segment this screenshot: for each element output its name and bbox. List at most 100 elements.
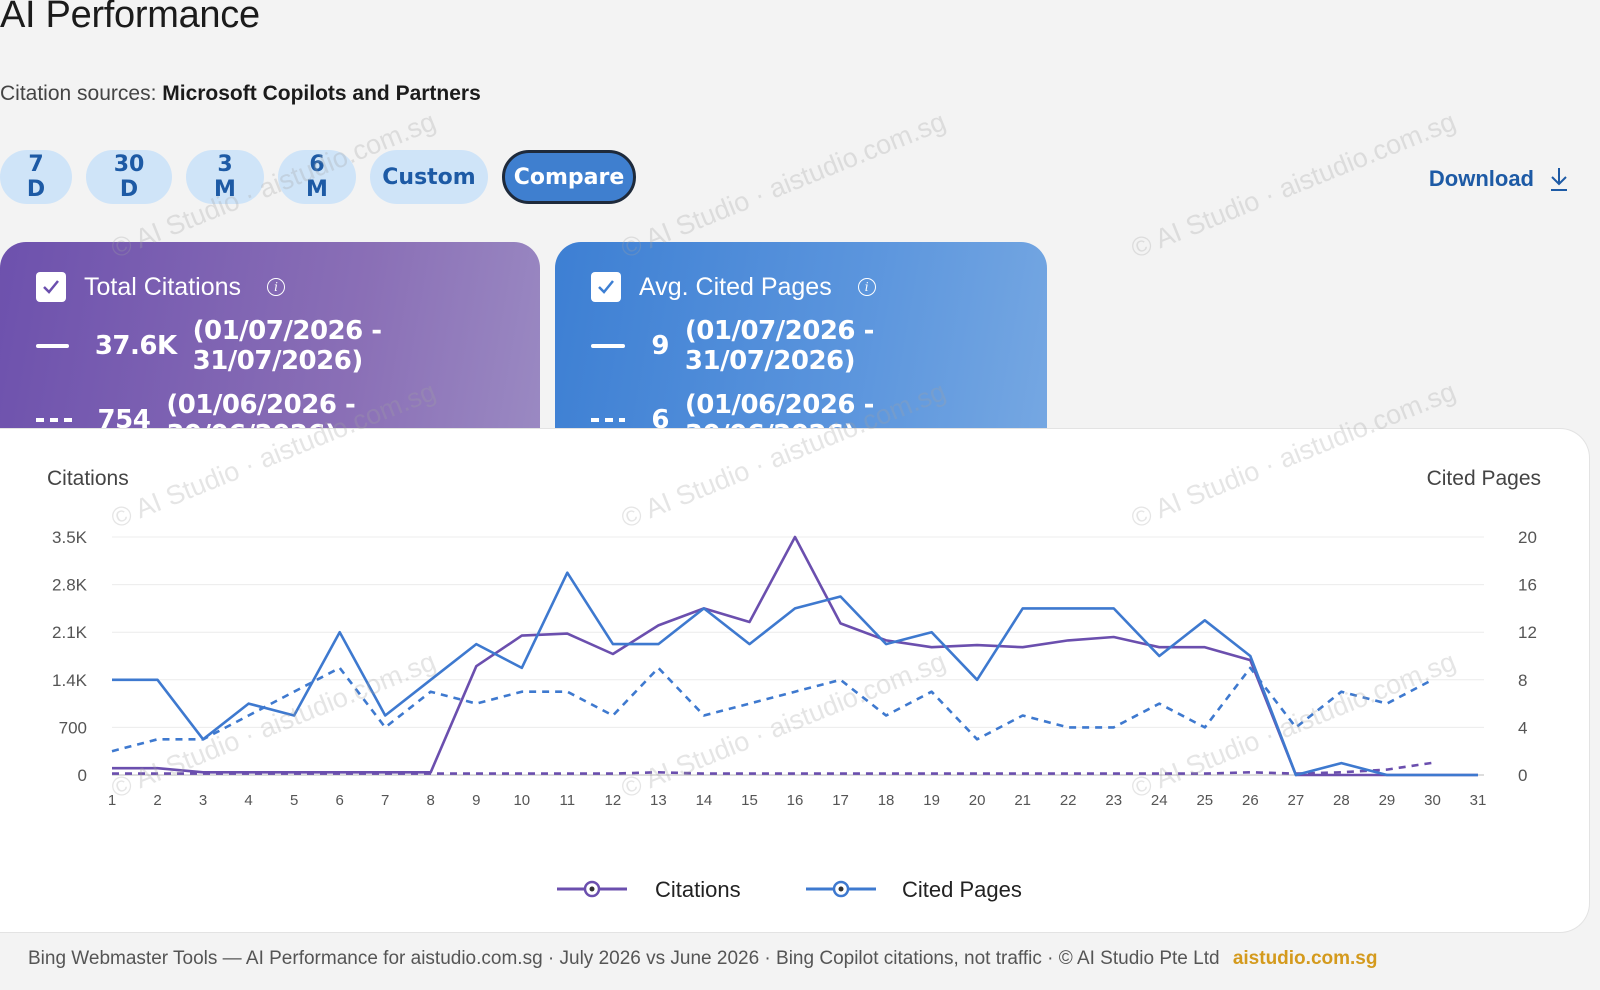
x-tick-label: 4 (244, 792, 252, 809)
right-tick-label: 16 (1518, 576, 1537, 595)
x-tick-label: 25 (1196, 792, 1213, 809)
series-line-citations (112, 535, 1478, 777)
info-icon[interactable]: i (857, 278, 876, 296)
watermark-text: © AI Studio · aistudio.com.sg (1126, 106, 1460, 264)
line-chart[interactable]: Citations Cited Pages 0 700 1.4K 2.1K 2.8K 3.… (0, 429, 1590, 934)
legend-marker-dot (589, 886, 595, 892)
x-tick-label: 31 (1470, 792, 1487, 809)
legend-item[interactable]: Cited Pages (806, 877, 1022, 902)
x-tick-label: 29 (1379, 792, 1396, 809)
solid-line-swatch (591, 344, 626, 348)
left-tick-label: 1.4K (52, 671, 88, 690)
total-citations-title: Total Citations (84, 272, 242, 301)
citation-sources-value: Microsoft Copilots and Partners (162, 82, 481, 105)
range-3m-button[interactable]: 3 M (186, 150, 264, 204)
series-line-cited-pages-previous (111, 666, 1434, 753)
x-tick-label: 20 (969, 792, 986, 809)
x-tick-label: 21 (1014, 792, 1031, 809)
x-tick-label: 24 (1151, 792, 1168, 809)
left-tick-label: 3.5K (52, 528, 88, 547)
x-tick-label: 27 (1288, 792, 1305, 809)
avg-cited-pages-current: 9 (01/07/2026 - 31/07/2026) (591, 316, 1017, 376)
legend-item[interactable]: Citations (557, 877, 741, 902)
total-citations-current: 37.6K (01/07/2026 - 31/07/2026) (36, 316, 510, 376)
download-icon (1551, 168, 1567, 191)
legend-label: Cited Pages (902, 877, 1022, 902)
series-line-cited-pages (112, 571, 1478, 777)
page-title: AI Performance (0, 0, 260, 36)
range-30d-button[interactable]: 30 D (86, 150, 172, 204)
x-tick-label: 19 (923, 792, 940, 809)
x-tick-label: 1 (108, 792, 116, 809)
right-axis-title: Cited Pages (1427, 467, 1541, 490)
citation-sources-label: Citation sources: (0, 82, 157, 105)
avg-cited-pages-title: Avg. Cited Pages (639, 272, 832, 301)
x-tick-label: 9 (472, 792, 480, 809)
x-tick-label: 18 (878, 792, 895, 809)
legend-label: Citations (655, 877, 741, 902)
range-compare-button[interactable]: Compare (502, 150, 636, 204)
download-label: Download (1428, 166, 1534, 191)
x-tick-label: 6 (335, 792, 343, 809)
range-7d-button[interactable]: 7 D (0, 150, 72, 204)
left-tick-label: 700 (59, 718, 87, 737)
footer-text: Bing Webmaster Tools — AI Performance fo… (28, 948, 1220, 969)
checkmark-icon (43, 280, 59, 294)
x-tick-label: 30 (1424, 792, 1441, 809)
range-custom-button[interactable]: Custom (370, 150, 488, 204)
left-axis-title: Citations (47, 467, 129, 490)
x-tick-label: 22 (1060, 792, 1077, 809)
current-range: (01/07/2026 - 31/07/2026) (684, 316, 874, 376)
dashed-line-swatch (591, 418, 626, 422)
avg-cited-pages-card[interactable]: Avg. Cited Pages i 9 (01/07/2026 - 31/07… (555, 242, 1047, 450)
x-tick-label: 28 (1333, 792, 1350, 809)
chart-legend: Citations Cited Pages (557, 877, 1022, 902)
left-tick-label: 0 (78, 766, 87, 785)
left-axis-ticks: 0 700 1.4K 2.1K 2.8K 3.5K (52, 528, 88, 785)
x-tick-label: 8 (427, 792, 435, 809)
dashed-line-swatch (36, 418, 72, 422)
avg-cited-pages-checkbox[interactable] (591, 272, 621, 302)
series-lines (111, 535, 1478, 777)
previous-value: 6 (651, 405, 669, 435)
x-tick-label: 2 (153, 792, 161, 809)
chart-grid (112, 536, 1484, 776)
x-tick-label: 14 (696, 792, 713, 809)
x-tick-label: 23 (1105, 792, 1122, 809)
date-range-selector: 7 D 30 D 3 M 6 M Custom Compare (0, 150, 636, 204)
right-tick-label: 8 (1518, 671, 1527, 690)
x-tick-label: 17 (832, 792, 849, 809)
current-value: 9 (651, 331, 669, 361)
solid-line-swatch (36, 344, 69, 348)
x-tick-label: 15 (741, 792, 758, 809)
x-axis-ticks: 1 2 3 4 5 6 7 8 9 10 11 12 13 14 15 16 17 18 19 20 21 22 23 24 2… (108, 792, 1487, 809)
x-tick-label: 12 (605, 792, 622, 809)
x-tick-label: 5 (290, 792, 298, 809)
right-axis-ticks: 0 4 8 12 16 20 (1518, 528, 1537, 785)
legend-marker-dot (838, 886, 844, 892)
current-value: 37.6K (94, 331, 177, 361)
citation-sources: Citation sources: Microsoft Copilots and… (0, 82, 481, 106)
range-6m-button[interactable]: 6 M (278, 150, 356, 204)
footer: Bing Webmaster Tools — AI Performance fo… (28, 948, 1377, 970)
x-tick-label: 26 (1242, 792, 1259, 809)
x-tick-label: 10 (513, 792, 530, 809)
x-tick-label: 16 (787, 792, 804, 809)
x-tick-label: 11 (560, 792, 576, 809)
right-tick-label: 4 (1518, 718, 1527, 737)
right-tick-label: 20 (1518, 528, 1537, 547)
x-tick-label: 7 (381, 792, 389, 809)
footer-brand[interactable]: aistudio.com.sg (1232, 948, 1378, 969)
right-tick-label: 12 (1518, 623, 1537, 642)
download-button[interactable]: Download (1429, 166, 1570, 192)
info-icon[interactable]: i (267, 278, 286, 296)
checkmark-icon (598, 280, 614, 294)
left-tick-label: 2.8K (52, 576, 88, 595)
current-range: (01/07/2026 - 31/07/2026) (192, 316, 382, 376)
right-tick-label: 0 (1518, 766, 1527, 785)
left-tick-label: 2.1K (52, 623, 88, 642)
x-tick-label: 13 (650, 792, 667, 809)
total-citations-card[interactable]: Total Citations i 37.6K (01/07/2026 - 31… (0, 242, 540, 450)
total-citations-checkbox[interactable] (36, 272, 66, 302)
x-tick-label: 3 (199, 792, 207, 809)
